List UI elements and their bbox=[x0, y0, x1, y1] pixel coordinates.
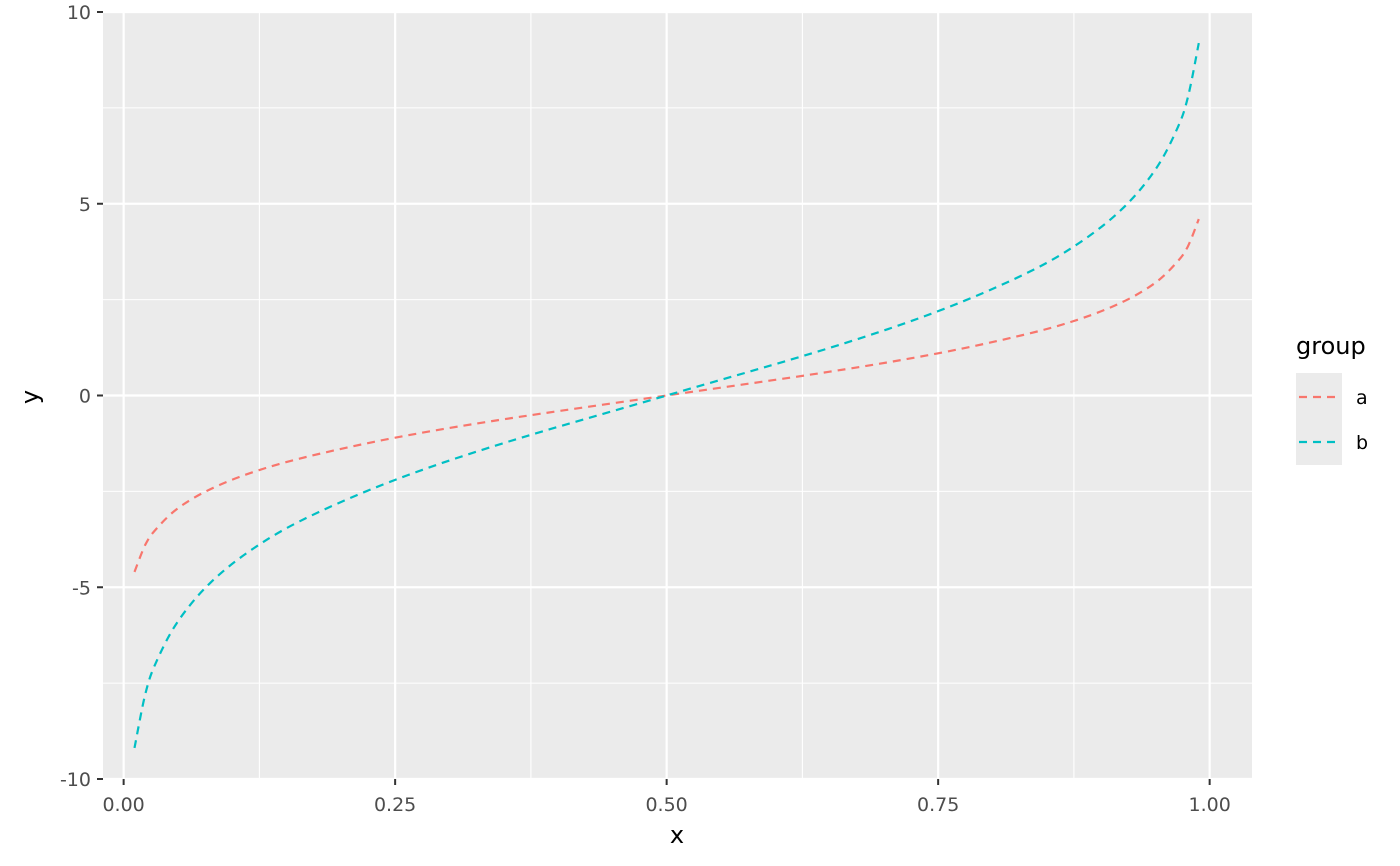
y-tick-label: -10 bbox=[60, 769, 91, 791]
x-axis-title: x bbox=[670, 821, 684, 849]
y-tick-label: 10 bbox=[67, 2, 91, 24]
legend-key-bg bbox=[1296, 373, 1342, 465]
legend-label-a: a bbox=[1356, 387, 1368, 409]
x-tick-label: 0.25 bbox=[374, 794, 416, 816]
x-tick-label: 0.50 bbox=[645, 794, 687, 816]
x-axis: 0.00 0.25 0.50 0.75 1.00 bbox=[102, 779, 1231, 816]
legend-title: group bbox=[1296, 332, 1366, 360]
y-tick-label: 0 bbox=[79, 386, 91, 408]
x-tick-label: 1.00 bbox=[1188, 794, 1230, 816]
y-axis-title: y bbox=[16, 390, 44, 404]
legend: group a b bbox=[1296, 332, 1368, 465]
legend-label-b: b bbox=[1356, 432, 1368, 454]
y-tick-label: -5 bbox=[72, 577, 91, 599]
x-tick-label: 0.75 bbox=[917, 794, 959, 816]
series-line-a bbox=[133, 218, 1200, 573]
y-axis: -10 -5 0 5 10 bbox=[60, 2, 103, 791]
grid-major bbox=[103, 10, 1252, 781]
series-layer bbox=[133, 42, 1200, 749]
x-tick-label: 0.00 bbox=[102, 794, 144, 816]
y-tick-label: 5 bbox=[79, 194, 91, 216]
